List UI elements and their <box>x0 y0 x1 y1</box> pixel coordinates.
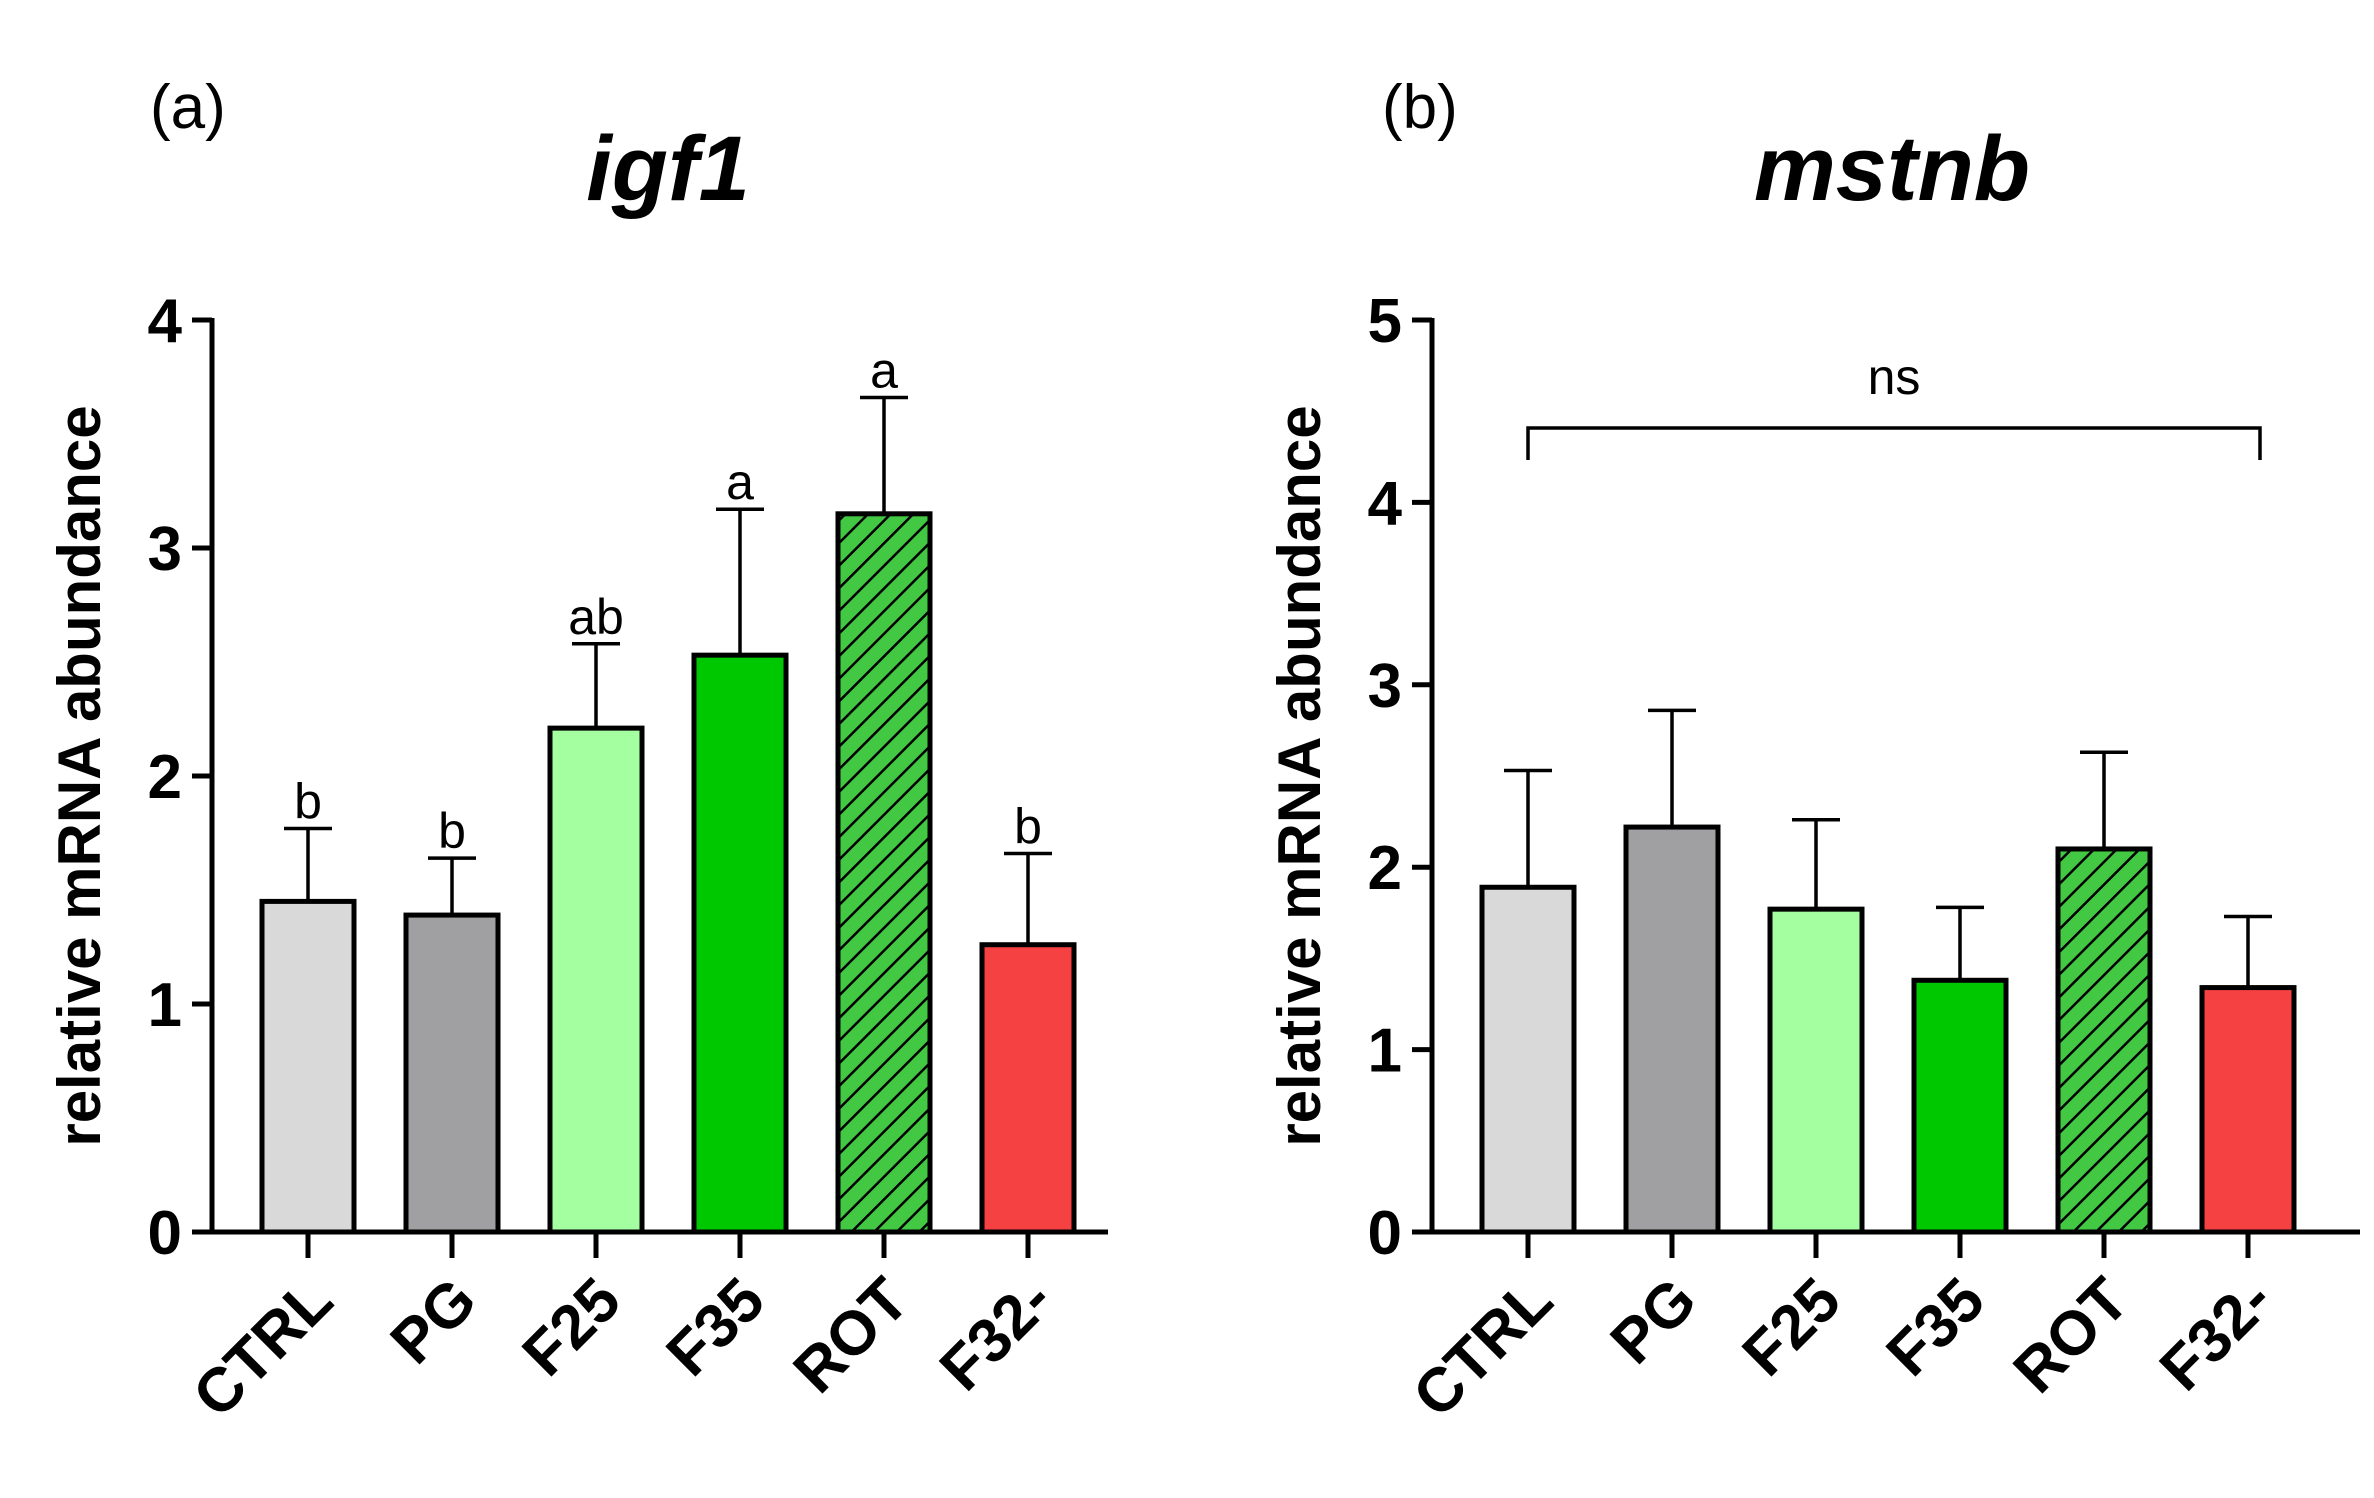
panel-label: (a) <box>150 73 226 142</box>
panel-igf1: (a) igf1 relative mRNA abundance 0 1 2 3 4 CTRL b… <box>46 73 1108 1431</box>
significance-label: b <box>438 803 466 859</box>
bar-f35 <box>691 652 789 1235</box>
bar-f32 <box>979 942 1077 1235</box>
y-tick-label: 0 <box>148 1199 182 1268</box>
x-tick-label: ROT <box>2001 1265 2142 1406</box>
x-tick-label: CTRL <box>180 1265 346 1431</box>
y-tick-label: 1 <box>1368 1017 1402 1086</box>
panel-label: (b) <box>1382 73 1458 142</box>
y-axis-label: relative mRNA abundance <box>1266 405 1333 1146</box>
y-tick-label: 4 <box>1368 469 1403 538</box>
y-tick-label: 0 <box>1368 1199 1402 1268</box>
panel-mstnb: (b) mstnb relative mRNA abundance 0 1 2 3 4 5 CTR… <box>1266 73 2360 1431</box>
chart-title: igf1 <box>586 118 750 220</box>
y-tick-label: 4 <box>148 287 183 356</box>
x-tick-label: CTRL <box>1400 1265 1566 1431</box>
significance-label: ab <box>568 589 624 645</box>
y-tick-label: 1 <box>148 971 182 1040</box>
y-tick-label: 2 <box>148 743 182 812</box>
significance-label: b <box>294 773 322 829</box>
bar-f32 <box>2199 985 2297 1235</box>
bar-ctrl <box>259 898 357 1235</box>
x-tick-label: ROT <box>781 1265 922 1406</box>
bar-f35 <box>1911 977 2009 1235</box>
x-tick-label: F35 <box>654 1265 778 1389</box>
significance-label: a <box>870 343 898 399</box>
y-tick-label: 2 <box>1368 834 1402 903</box>
x-tick-label: F35 <box>1874 1265 1998 1389</box>
y-axis-label: relative mRNA abundance <box>46 405 113 1146</box>
bar-pg <box>403 912 501 1235</box>
significance-label: b <box>1014 799 1042 855</box>
bar-pg <box>1623 824 1721 1235</box>
bar-rot <box>835 511 933 1235</box>
x-tick-label: PG <box>378 1265 490 1377</box>
significance-bracket <box>1526 426 2262 460</box>
chart-title: mstnb <box>1754 118 2030 220</box>
bar-ctrl <box>1479 884 1577 1235</box>
x-tick-label: F25 <box>510 1265 634 1389</box>
significance-bracket-label: ns <box>1868 349 1921 405</box>
bar-f25 <box>1767 906 1865 1235</box>
bar-f25 <box>547 725 645 1235</box>
x-tick-label: PG <box>1598 1265 1710 1377</box>
y-tick-label: 5 <box>1368 287 1402 356</box>
x-tick-label: F25 <box>1730 1265 1854 1389</box>
y-tick-label: 3 <box>148 515 182 584</box>
x-tick-label: F32- <box>2147 1265 2286 1404</box>
significance-label: a <box>726 454 754 510</box>
y-tick-label: 3 <box>1368 652 1402 721</box>
bar-rot <box>2055 846 2153 1235</box>
x-tick-label: F32- <box>927 1265 1066 1404</box>
